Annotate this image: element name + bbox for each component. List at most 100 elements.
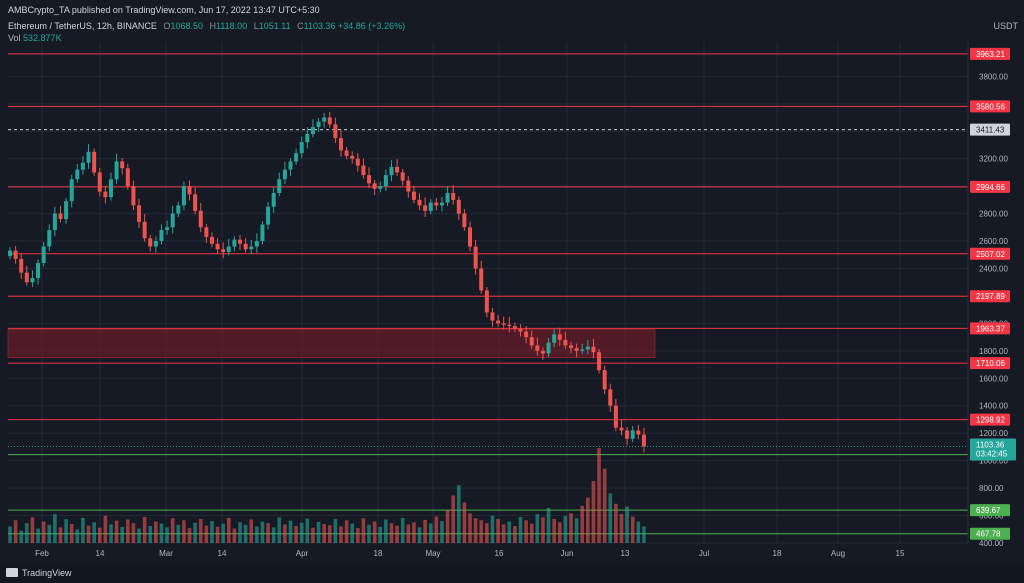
volume-bar [400, 517, 405, 543]
volume-bar [384, 519, 388, 543]
candle-body [473, 246, 478, 269]
candle-body [540, 350, 545, 354]
candle-body [636, 430, 641, 435]
level-tag [970, 47, 1010, 60]
candle-body [13, 250, 18, 259]
y-tick-label: 2600.00 [979, 237, 1008, 246]
candle-body [254, 241, 259, 247]
volume-bar [389, 523, 394, 543]
candle-body [428, 202, 433, 211]
candle-body [434, 202, 439, 206]
low-label: L [253, 21, 259, 31]
candle-body [159, 230, 164, 242]
volume-bar [182, 520, 186, 543]
volume-bar [529, 523, 534, 543]
y-tick-label: 1200.00 [979, 429, 1008, 438]
volume-bar [176, 524, 181, 543]
last-price-label: 1103.36 [976, 440, 1005, 449]
volume-bar [288, 520, 293, 543]
level-tag [970, 180, 1010, 193]
volume-bar [255, 526, 259, 543]
candle-body [24, 272, 29, 283]
volume-bar [406, 524, 411, 543]
volume-bar [277, 517, 282, 543]
level-tag-label: 467.78 [976, 530, 1001, 539]
candle-body [64, 201, 69, 220]
volume-bar [412, 522, 416, 543]
x-tick-label: Jun [561, 549, 574, 558]
candle-body [316, 121, 321, 128]
candle-body [574, 348, 579, 351]
candle-body [333, 124, 338, 139]
volume-bar [41, 521, 46, 543]
candle-body [103, 191, 108, 198]
footer-brand[interactable]: TradingView [22, 568, 72, 578]
candle-body [484, 290, 489, 313]
volume-legend: Vol 532.877K [8, 33, 62, 43]
volume-bar [602, 468, 607, 543]
currency-unit: USDT [993, 21, 1019, 31]
candle-body [552, 334, 557, 343]
candle-body [507, 324, 512, 327]
volume-bar [591, 481, 596, 543]
y-tick-label: 800.00 [979, 484, 1004, 493]
volume-bar [350, 523, 355, 543]
volume-bar [524, 520, 528, 543]
volume-bar [490, 515, 495, 543]
volume-bar [496, 519, 500, 543]
candle-body [215, 243, 220, 250]
candle-body [181, 186, 186, 206]
symbol-legend: Ethereum / TetherUS, 12h, BINANCE O1068.… [8, 21, 405, 31]
volume-bar [339, 526, 343, 543]
volume-bar [597, 448, 601, 543]
volume-bar [563, 515, 568, 543]
tradingview-logo-icon[interactable] [6, 568, 18, 577]
candle-body [148, 238, 153, 247]
level-tag [970, 100, 1010, 113]
volume-bar [283, 524, 287, 543]
level-tag-label: 2507.02 [976, 250, 1005, 259]
volume-bar [333, 519, 338, 543]
candle-body [630, 430, 635, 439]
candle-body [243, 243, 248, 250]
volume-bar [64, 519, 68, 543]
symbol-name[interactable]: Ethereum / TetherUS, 12h, BINANCE [8, 21, 157, 31]
y-tick-label: 1600.00 [979, 374, 1008, 383]
candle-body [170, 213, 175, 228]
candle-body [372, 183, 377, 189]
volume-bar [485, 523, 489, 543]
level-tag [970, 527, 1010, 540]
candle-body [400, 172, 405, 181]
high-label: H [209, 21, 217, 31]
candle-body [619, 427, 624, 431]
volume-bar [361, 518, 366, 543]
x-tick-label: 14 [218, 549, 227, 558]
candle-body [361, 165, 366, 176]
candle-body [209, 236, 214, 244]
candle-body [137, 205, 142, 222]
volume-bar [479, 520, 484, 543]
candle-body [86, 151, 91, 163]
level-tag [970, 413, 1010, 426]
level-tag-label: 1710.06 [976, 359, 1005, 368]
volume-bar [232, 528, 237, 543]
candle-body [41, 246, 46, 263]
published-caption: AMBCrypto_TA published on TradingView.co… [8, 5, 320, 15]
volume-value: 532.877K [23, 33, 62, 43]
volume-bar [19, 530, 24, 543]
candle-body [305, 133, 310, 143]
open-label: O [163, 21, 171, 31]
y-tick-label: 400.00 [979, 539, 1004, 548]
volume-bar [327, 525, 332, 543]
level-tag-label: 1298.92 [976, 416, 1005, 425]
level-tag [970, 504, 1010, 517]
candle-body [468, 227, 473, 247]
x-tick-label: 18 [773, 549, 782, 558]
candle-body [299, 142, 304, 154]
candle-body [322, 117, 327, 122]
candle-body [546, 342, 551, 354]
volume-bar [625, 506, 629, 543]
y-tick-label: 1800.00 [979, 347, 1008, 356]
candle-body [226, 246, 231, 253]
